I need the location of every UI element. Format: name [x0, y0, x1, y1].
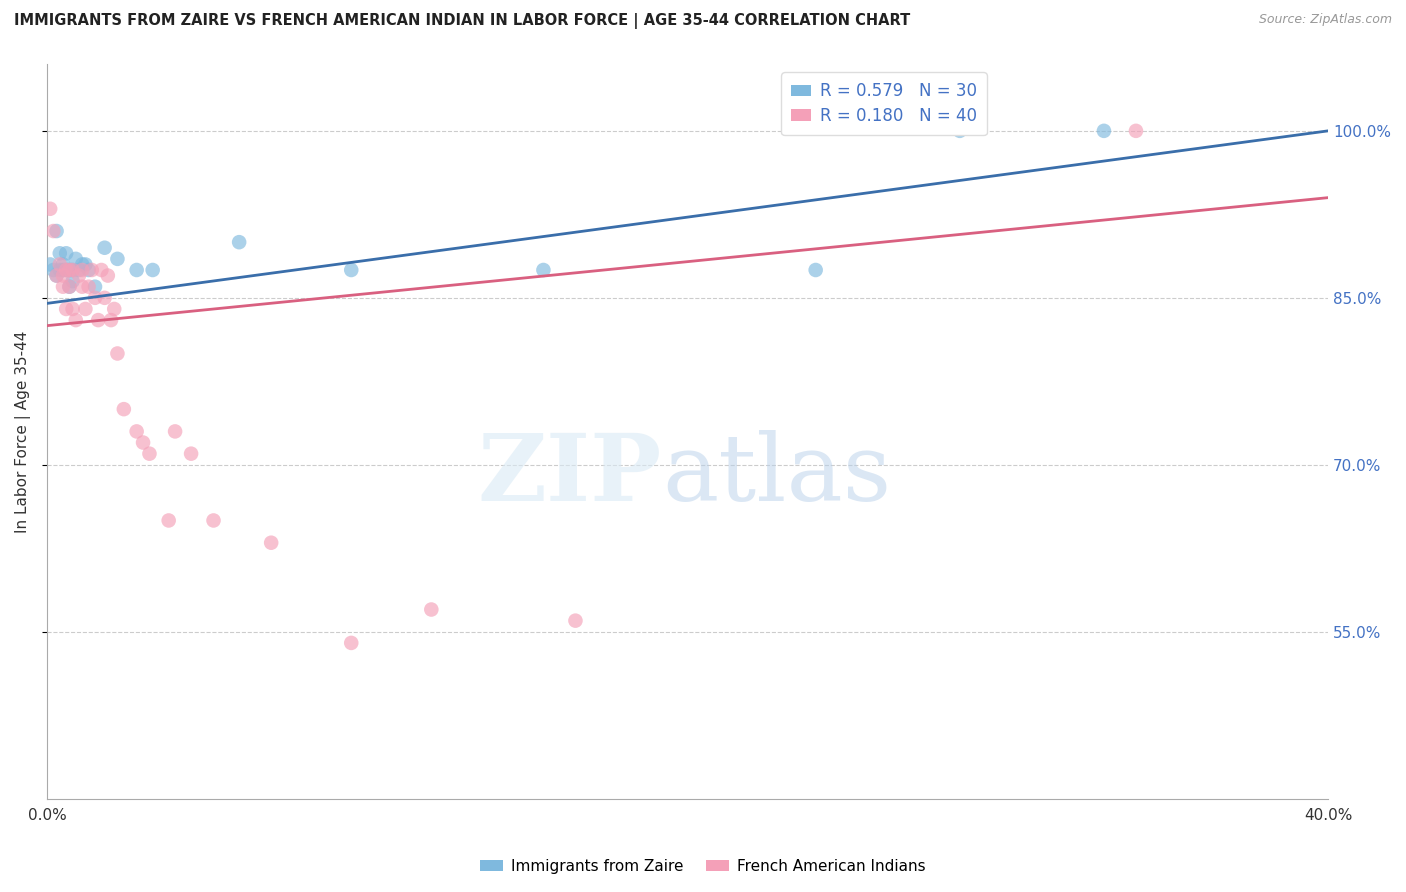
- Point: [70, 257, 93, 271]
- Text: ZIP: ZIP: [478, 431, 662, 521]
- Point: [138, 447, 160, 461]
- Y-axis label: In Labor Force | Age 35-44: In Labor Force | Age 35-44: [15, 330, 31, 533]
- Point: [42, 263, 65, 277]
- Point: [58, 263, 80, 277]
- Point: [67, 268, 90, 283]
- Point: [49, 257, 72, 271]
- Point: [45, 268, 67, 283]
- Point: [1125, 124, 1147, 138]
- Point: [62, 263, 84, 277]
- Point: [80, 263, 103, 277]
- Point: [260, 535, 283, 549]
- Point: [75, 301, 97, 316]
- Point: [165, 425, 187, 439]
- Point: [84, 291, 107, 305]
- Point: [202, 513, 225, 527]
- Point: [70, 263, 93, 277]
- Text: IMMIGRANTS FROM ZAIRE VS FRENCH AMERICAN INDIAN IN LABOR FORCE | AGE 35-44 CORRE: IMMIGRANTS FROM ZAIRE VS FRENCH AMERICAN…: [14, 13, 910, 29]
- Point: [340, 263, 363, 277]
- Point: [52, 279, 75, 293]
- Point: [93, 241, 115, 255]
- Point: [65, 252, 87, 266]
- Point: [125, 425, 148, 439]
- Point: [52, 263, 75, 277]
- Point: [75, 257, 97, 271]
- Point: [58, 279, 80, 293]
- Point: [55, 263, 77, 277]
- Point: [49, 263, 72, 277]
- Point: [45, 268, 67, 283]
- Text: Source: ZipAtlas.com: Source: ZipAtlas.com: [1258, 13, 1392, 27]
- Point: [107, 346, 129, 360]
- Point: [420, 602, 443, 616]
- Point: [142, 263, 165, 277]
- Point: [804, 263, 827, 277]
- Point: [55, 263, 77, 277]
- Point: [84, 279, 107, 293]
- Point: [228, 235, 250, 249]
- Point: [65, 313, 87, 327]
- Point: [1092, 124, 1115, 138]
- Point: [70, 279, 93, 293]
- Point: [55, 246, 77, 260]
- Point: [87, 313, 110, 327]
- Point: [564, 614, 586, 628]
- Point: [62, 301, 84, 316]
- Point: [107, 252, 129, 266]
- Point: [77, 279, 100, 293]
- Point: [77, 263, 100, 277]
- Point: [103, 301, 125, 316]
- Point: [125, 263, 148, 277]
- Point: [100, 313, 122, 327]
- Point: [49, 246, 72, 260]
- Point: [67, 263, 90, 277]
- Point: [39, 257, 62, 271]
- Point: [132, 435, 155, 450]
- Point: [97, 268, 120, 283]
- Point: [62, 274, 84, 288]
- Point: [45, 224, 67, 238]
- Point: [90, 263, 112, 277]
- Point: [52, 257, 75, 271]
- Point: [93, 291, 115, 305]
- Point: [52, 268, 75, 283]
- Legend: R = 0.579   N = 30, R = 0.180   N = 40: R = 0.579 N = 30, R = 0.180 N = 40: [782, 72, 987, 135]
- Point: [39, 202, 62, 216]
- Legend: Immigrants from Zaire, French American Indians: Immigrants from Zaire, French American I…: [474, 853, 932, 880]
- Point: [58, 263, 80, 277]
- Point: [55, 301, 77, 316]
- Point: [180, 447, 202, 461]
- Point: [112, 402, 135, 417]
- Point: [58, 279, 80, 293]
- Point: [949, 124, 972, 138]
- Point: [62, 263, 84, 277]
- Point: [42, 224, 65, 238]
- Point: [533, 263, 555, 277]
- Text: atlas: atlas: [662, 431, 891, 521]
- Point: [340, 636, 363, 650]
- Point: [157, 513, 180, 527]
